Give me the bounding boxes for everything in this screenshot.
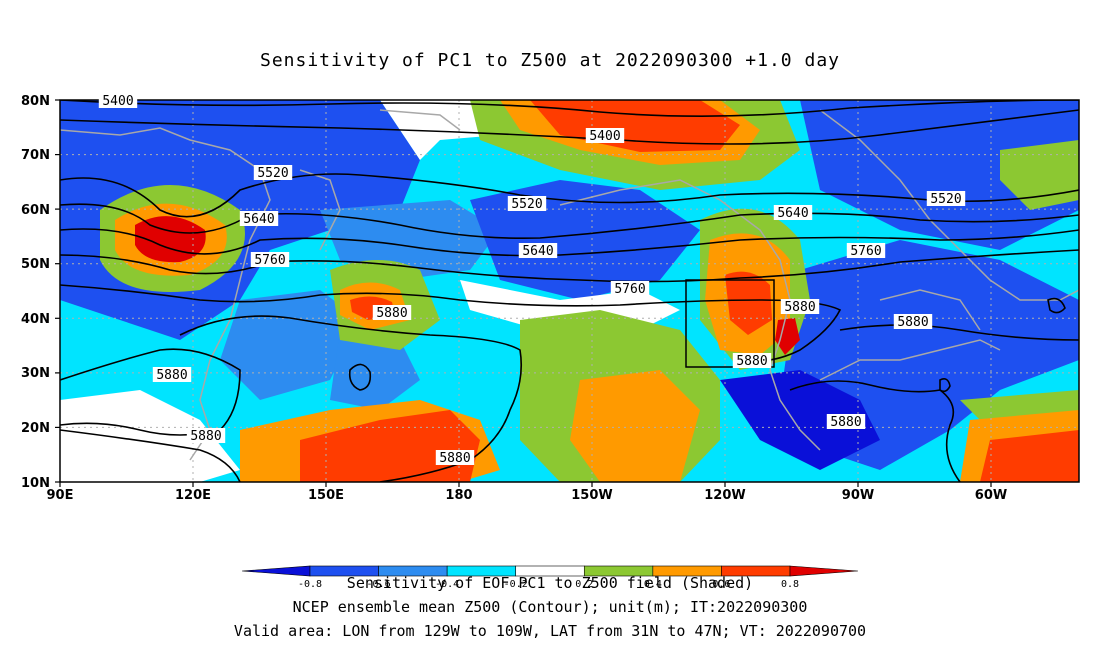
colorbar-tick-label: 0.6: [712, 579, 730, 590]
contour-label-box: [610, 281, 650, 296]
contour-label: 5880: [376, 306, 407, 321]
contour-label-box: [518, 243, 558, 258]
colorbar-tick-label: 0.8: [781, 579, 799, 590]
contour-label-box: [773, 205, 813, 220]
contour-label-box: [435, 450, 475, 465]
contour-label: 5760: [850, 244, 881, 259]
footer-valid-area: Valid area: LON from 129W to 109W, LAT f…: [233, 622, 867, 640]
contour-label-box: [846, 243, 886, 258]
red-region-west-coast: [725, 271, 772, 335]
blue-region-gulf: [720, 370, 880, 470]
contour-label: 5520: [511, 197, 542, 212]
contour-label: 5880: [190, 429, 221, 444]
contour-label-box: [152, 367, 192, 382]
contour-labels: 5400 5400 5520 5520 5520 5640 5640 5640 5760 5760…: [98, 93, 966, 466]
lat-tick-label: 80N: [21, 94, 50, 109]
lon-tick-label: 150W: [571, 488, 612, 503]
contour-label: 5880: [897, 315, 928, 330]
contour-label: 5400: [589, 129, 620, 144]
colorbar-tick-label: -0.2: [504, 579, 528, 590]
contour-label: 5880: [156, 368, 187, 383]
contour-label: 5640: [522, 244, 553, 259]
lat-tick-label: 20N: [21, 421, 50, 436]
lon-tick-label: 60W: [975, 488, 1007, 503]
axis-ticks: [55, 99, 992, 487]
colorbar: -0.8 -0.6 -0.4 -0.2 0.2 0.4 0.6 0.8: [241, 565, 859, 590]
contour-label-box: [98, 93, 138, 108]
contour-label-box: [186, 428, 226, 443]
contour-label: 5400: [102, 94, 133, 109]
lat-tick-label: 50N: [21, 257, 50, 272]
contour-label-box: [372, 305, 412, 320]
red-region-siberia: [135, 216, 206, 263]
orange-region-pacific-south: [570, 370, 700, 482]
valid-area-box: [685, 279, 775, 368]
contour-label-box: [732, 353, 772, 368]
colorbar-tick-label: -0.6: [367, 579, 391, 590]
colorbar-tick-label: -0.4: [435, 579, 459, 590]
contour-label: 5520: [257, 166, 288, 181]
lon-tick-label: 90W: [842, 488, 874, 503]
shaded-field: [60, 100, 1079, 482]
map-title: Sensitivity of PC1 to Z500 at 2022090300…: [259, 50, 840, 71]
contour-label: 5880: [439, 451, 470, 466]
colorbar-tick-label: -0.8: [298, 579, 322, 590]
green-region-east: [1000, 140, 1079, 210]
lat-tick-label: 30N: [21, 366, 50, 381]
contour-label: 5640: [243, 212, 274, 227]
lat-tick-label: 10N: [21, 476, 50, 491]
contour-label: 5520: [930, 192, 961, 207]
contour-label-box: [893, 314, 933, 329]
contour-label-box: [926, 191, 966, 206]
lon-tick-label: 150E: [308, 488, 344, 503]
red-region-tropics: [300, 410, 480, 482]
contour-label: 5760: [614, 282, 645, 297]
white-region-south: [60, 390, 240, 482]
lat-tick-label: 70N: [21, 148, 50, 163]
lat-tick-label: 60N: [21, 203, 50, 218]
contour-label-box: [585, 128, 625, 143]
lon-tick-label: 120E: [175, 488, 211, 503]
contour-label: 5760: [254, 253, 285, 268]
contour-label-box: [250, 252, 290, 267]
footer-contour-info: NCEP ensemble mean Z500 (Contour); unit(…: [292, 598, 808, 616]
colorbar-tick-label: 0.2: [575, 579, 593, 590]
colorbar-segment: [789, 565, 859, 577]
red-region-atlantic: [980, 430, 1079, 482]
contour-label-box: [826, 414, 866, 429]
red-region-baja: [775, 318, 800, 355]
contour-label: 5640: [777, 206, 808, 221]
map-frame: [59, 99, 1080, 483]
lon-tick-label: 90E: [47, 488, 74, 503]
contour-label-box: [780, 299, 820, 314]
red-region-north: [530, 100, 740, 152]
lon-tick-label: 120W: [704, 488, 745, 503]
lon-tick-label: 180: [445, 488, 472, 503]
contour-label-box: [239, 211, 279, 226]
lat-tick-label: 40N: [21, 312, 50, 327]
contour-label: 5880: [736, 354, 767, 369]
colorbar-tick-label: 0.4: [644, 579, 662, 590]
blue-region-northeast: [800, 100, 1079, 250]
contour-label-box: [507, 196, 547, 211]
blue-region-mid-pacific: [330, 330, 420, 410]
contour-label: 5880: [830, 415, 861, 430]
colorbar-title: Sensitivity of EOF PC1 to Z500 field (Sh…: [346, 574, 754, 592]
contour-label: 5880: [784, 300, 815, 315]
contour-label-box: [253, 165, 293, 180]
